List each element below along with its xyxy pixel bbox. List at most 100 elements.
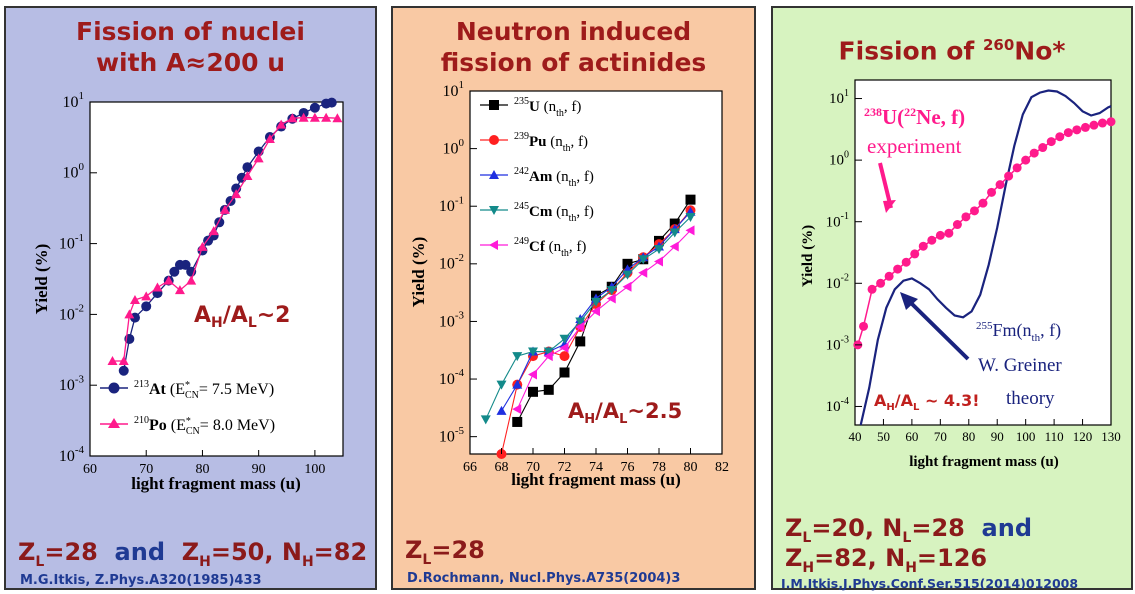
data-point	[118, 355, 129, 365]
plot-area-3	[854, 79, 1112, 426]
data-point	[944, 228, 954, 238]
y-axis-label-1: Yield (%)	[32, 244, 51, 315]
series-4	[512, 225, 695, 415]
plot-area-1	[89, 101, 344, 457]
legend-marker	[489, 100, 499, 110]
data-point	[575, 336, 586, 347]
data-point	[543, 347, 554, 357]
data-point	[606, 286, 617, 296]
data-point	[918, 241, 928, 251]
data-point	[961, 212, 971, 222]
data-point	[876, 278, 886, 288]
panel-title: Neutron induced fission of actinides	[440, 17, 707, 77]
data-point	[995, 180, 1005, 190]
y-axis-label-3: Yield (%)	[800, 225, 816, 287]
experiment-arrow	[878, 162, 893, 209]
data-point	[622, 258, 633, 269]
y-tick-label: 100	[829, 150, 849, 169]
panel-title: Fission of nuclei with A≈200 u	[76, 17, 305, 77]
y-tick-label: 10-1	[826, 211, 849, 230]
x-tick-label: 130	[1101, 429, 1121, 444]
data-point	[543, 384, 554, 395]
data-point	[654, 256, 663, 267]
x-tick-label: 66	[463, 460, 477, 475]
series-3	[480, 212, 696, 425]
data-point	[129, 294, 140, 304]
shell-closure-text: ZL=28	[405, 536, 485, 568]
y-tick-label: 10-4	[439, 367, 465, 388]
data-point	[276, 119, 287, 129]
x-tick-label: 82	[715, 460, 729, 475]
data-point	[512, 352, 523, 362]
theory-arrow	[908, 300, 970, 361]
data-point	[174, 285, 185, 295]
x-tick-label: 78	[652, 460, 666, 475]
data-point	[893, 264, 903, 274]
data-point	[1021, 155, 1031, 165]
x-tick-label: 74	[589, 460, 603, 475]
x-tick-label: 70	[139, 462, 153, 477]
data-point	[910, 249, 920, 259]
y-tick-label: 10-1	[59, 232, 84, 253]
x-axis-label-2: light fragment mass (u)	[511, 470, 681, 489]
legend-marker-po	[108, 418, 120, 428]
reaction-label: 238U(22Ne, f)	[864, 105, 965, 129]
legend-label: 242Am (nth, f)	[514, 166, 594, 189]
data-point	[496, 380, 507, 390]
legend-label-at: 213At (E* CN= 7.5 MeV)	[134, 379, 274, 401]
data-point	[1004, 171, 1014, 181]
theory-label: theory	[1006, 388, 1055, 409]
data-point	[186, 275, 197, 285]
experiment-arrowhead	[883, 200, 896, 213]
data-point	[152, 282, 163, 292]
legend-marker	[489, 135, 499, 145]
y-tick-label: 100	[443, 137, 465, 158]
data-point	[512, 379, 523, 389]
data-point	[321, 112, 332, 122]
data-point	[326, 97, 337, 108]
y-tick-label: 10-2	[826, 273, 849, 292]
greiner-label: W. Greiner	[978, 355, 1062, 376]
data-point	[1029, 148, 1039, 158]
data-point	[1072, 125, 1082, 135]
shell-closure-text-light: ZL=20, NL=28 and	[785, 514, 1033, 546]
data-point	[606, 293, 616, 304]
data-point	[969, 206, 979, 216]
data-point	[867, 284, 877, 294]
legend-1: 213At (E* CN= 7.5 MeV) 210Po (E* CN= 8.0 M…	[100, 379, 275, 437]
data-point	[559, 367, 570, 378]
legend-marker	[489, 240, 498, 250]
x-tick-label: 70	[526, 460, 540, 475]
y-tick-label: 101	[63, 90, 85, 111]
legend-label: 249Cf (nth, f)	[514, 236, 586, 259]
data-point	[180, 259, 191, 270]
data-point	[952, 220, 962, 230]
y-tick-label: 10-4	[59, 444, 85, 465]
data-point	[559, 342, 569, 353]
x-tick-label: 90	[252, 462, 266, 477]
x-tick-label: 100	[304, 462, 325, 477]
data-point	[685, 194, 696, 205]
data-point	[669, 218, 680, 229]
x-tick-label: 80	[962, 429, 975, 444]
data-point	[978, 198, 988, 208]
data-point	[987, 187, 997, 197]
data-point	[669, 241, 679, 252]
data-point	[309, 102, 320, 113]
series-theory	[859, 89, 1112, 426]
theory-arrowhead	[900, 292, 918, 310]
y-tick-label: 10-3	[439, 310, 465, 331]
y-tick-label: 10-2	[59, 303, 84, 324]
data-point	[528, 347, 538, 357]
panel-title: Fission of 260No*	[838, 36, 1066, 66]
data-point	[118, 365, 129, 376]
data-point	[208, 226, 219, 236]
data-point	[1089, 120, 1099, 130]
data-point	[559, 334, 570, 344]
series-experiment	[853, 117, 1116, 350]
data-point	[264, 134, 275, 144]
data-point	[901, 257, 911, 267]
data-point	[242, 171, 253, 181]
data-point	[622, 281, 632, 292]
